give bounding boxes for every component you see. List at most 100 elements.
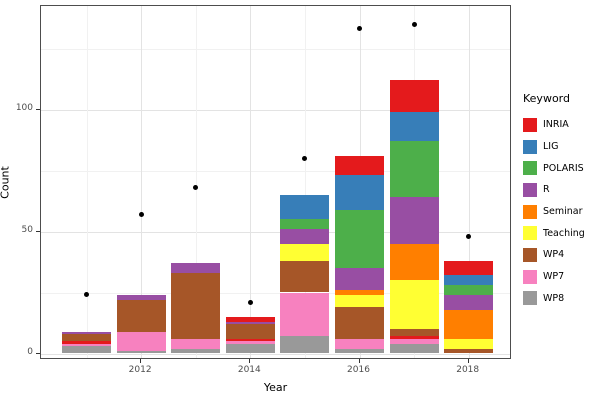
bar-segment-2012-WP7 [116, 331, 166, 352]
legend-item-INRIA: INRIA [523, 114, 598, 136]
bar-segment-2017-WP4 [389, 329, 439, 337]
bar-segment-2016-R [335, 268, 384, 291]
bar-segment-2018-WP4 [444, 348, 494, 354]
bar-segment-2016-Teaching [335, 294, 384, 308]
x-tick-mark [467, 359, 469, 363]
bar-segment-2013-WP7 [171, 338, 221, 349]
legend-label: POLARIS [543, 162, 584, 174]
bar-segment-2015-WP4 [280, 260, 330, 293]
bar-segment-2012-WP4 [116, 299, 166, 332]
legend-item-Teaching: Teaching [523, 222, 598, 244]
bar-segment-2011-unlabeled-red [62, 341, 111, 344]
bar-segment-2018-LIG [444, 275, 494, 286]
bar-segment-2011-WP7 [62, 343, 111, 347]
bar-segment-2017-INRIA [389, 80, 439, 112]
bar-segment-2014-WP8 [225, 343, 275, 354]
data-point-2013 [193, 185, 199, 191]
bar-segment-2014-WP7 [225, 341, 275, 344]
bar-segment-2017-WP7 [389, 338, 439, 344]
legend-item-WP4: WP4 [523, 244, 598, 266]
bar-segment-2014-R [225, 321, 275, 325]
bar-segment-2013-WP8 [171, 348, 221, 354]
legend-label: WP4 [543, 249, 565, 261]
x-tick-label: 2018 [456, 365, 480, 375]
y-tick-label: 50 [21, 225, 33, 235]
x-tick-label: 2014 [237, 365, 261, 375]
bar-segment-2014-INRIA [225, 316, 275, 322]
x-tick-mark [140, 359, 142, 363]
data-point-2015 [302, 155, 308, 161]
legend-label: WP8 [543, 292, 565, 304]
bar-segment-2015-POLARIS [280, 219, 330, 230]
bar-segment-2014-unlabeled-red [225, 338, 275, 342]
x-tick-mark [358, 359, 360, 363]
bar-segment-2018-R [444, 294, 494, 310]
bar-segment-2015-R [280, 229, 330, 244]
data-point-2017 [411, 21, 417, 27]
legend-label: INRIA [543, 119, 569, 131]
legend-swatch-LIG [523, 139, 537, 154]
bar-segment-2017-unlabeled-red [389, 336, 439, 339]
bar-segment-2016-WP8 [335, 348, 384, 354]
bar-segment-2015-LIG [280, 194, 330, 220]
bar-segment-2015-WP7 [280, 292, 330, 337]
gridline-minor-v [86, 6, 88, 358]
data-point-2014 [247, 299, 253, 305]
legend-label: R [543, 184, 550, 196]
x-tick-label: 2012 [128, 365, 152, 375]
bar-segment-2018-POLARIS [444, 285, 494, 295]
bar-segment-2017-Seminar [389, 243, 439, 281]
legend: Keyword INRIA LIG POLARIS R Seminar Teaching W… [523, 92, 598, 309]
plot-panel [40, 5, 511, 359]
x-tick-label: 2016 [347, 365, 370, 375]
bar-segment-2014-WP4 [225, 324, 275, 339]
legend-swatch-WP8 [523, 291, 537, 306]
y-tick-mark [36, 230, 40, 232]
bar-segment-2012-R [116, 294, 166, 300]
bar-segment-2018-Seminar [444, 309, 494, 339]
gridline-minor-h [41, 170, 510, 172]
bar-segment-2012-WP8 [116, 351, 166, 354]
gridline-minor-h [41, 292, 510, 294]
legend-title: Keyword [523, 92, 570, 105]
legend-items: INRIA LIG POLARIS R Seminar Teaching WP4 WP7 WP8 [523, 114, 598, 309]
y-tick-mark [36, 352, 40, 354]
legend-swatch-Seminar [523, 204, 537, 219]
y-tick-label: 100 [15, 103, 33, 113]
bar-segment-2018-INRIA [444, 260, 494, 276]
bar-segment-2016-WP4 [335, 307, 384, 339]
x-axis-title: Year [263, 381, 288, 394]
gridline-major-v [250, 6, 252, 358]
legend-label: Teaching [543, 227, 585, 239]
bar-segment-2016-WP7 [335, 338, 384, 349]
legend-swatch-Teaching [523, 226, 537, 241]
legend-item-WP7: WP7 [523, 266, 598, 288]
legend-swatch-POLARIS [523, 161, 537, 176]
bar-segment-2017-Teaching [389, 280, 439, 330]
bar-segment-2013-WP4 [171, 272, 221, 339]
x-tick-mark [249, 359, 251, 363]
gridline-minor-h [41, 48, 510, 50]
y-axis-title: Count [0, 166, 12, 199]
legend-item-Seminar: Seminar [523, 201, 598, 223]
data-point-2011 [84, 292, 89, 298]
legend-label: Seminar [543, 206, 583, 218]
bar-segment-2017-WP8 [389, 343, 439, 354]
data-point-2012 [138, 211, 144, 217]
gridline-major-h [41, 353, 510, 355]
legend-label: WP7 [543, 271, 565, 283]
gridline-major-v [468, 6, 470, 358]
bar-segment-2013-R [171, 263, 221, 273]
gridline-major-h [41, 109, 510, 111]
bar-segment-2017-R [389, 197, 439, 244]
bar-segment-2016-POLARIS [335, 209, 384, 269]
data-point-2018 [466, 233, 472, 239]
bar-segment-2015-WP8 [280, 336, 330, 354]
bar-segment-2011-R [62, 331, 111, 334]
bar-segment-2016-LIG [335, 175, 384, 210]
legend-label: LIG [543, 141, 559, 153]
bar-segment-2015-Teaching [280, 243, 330, 261]
gridline-major-v [141, 6, 143, 358]
y-tick-mark [36, 108, 40, 110]
bar-segment-2018-Teaching [444, 338, 494, 349]
